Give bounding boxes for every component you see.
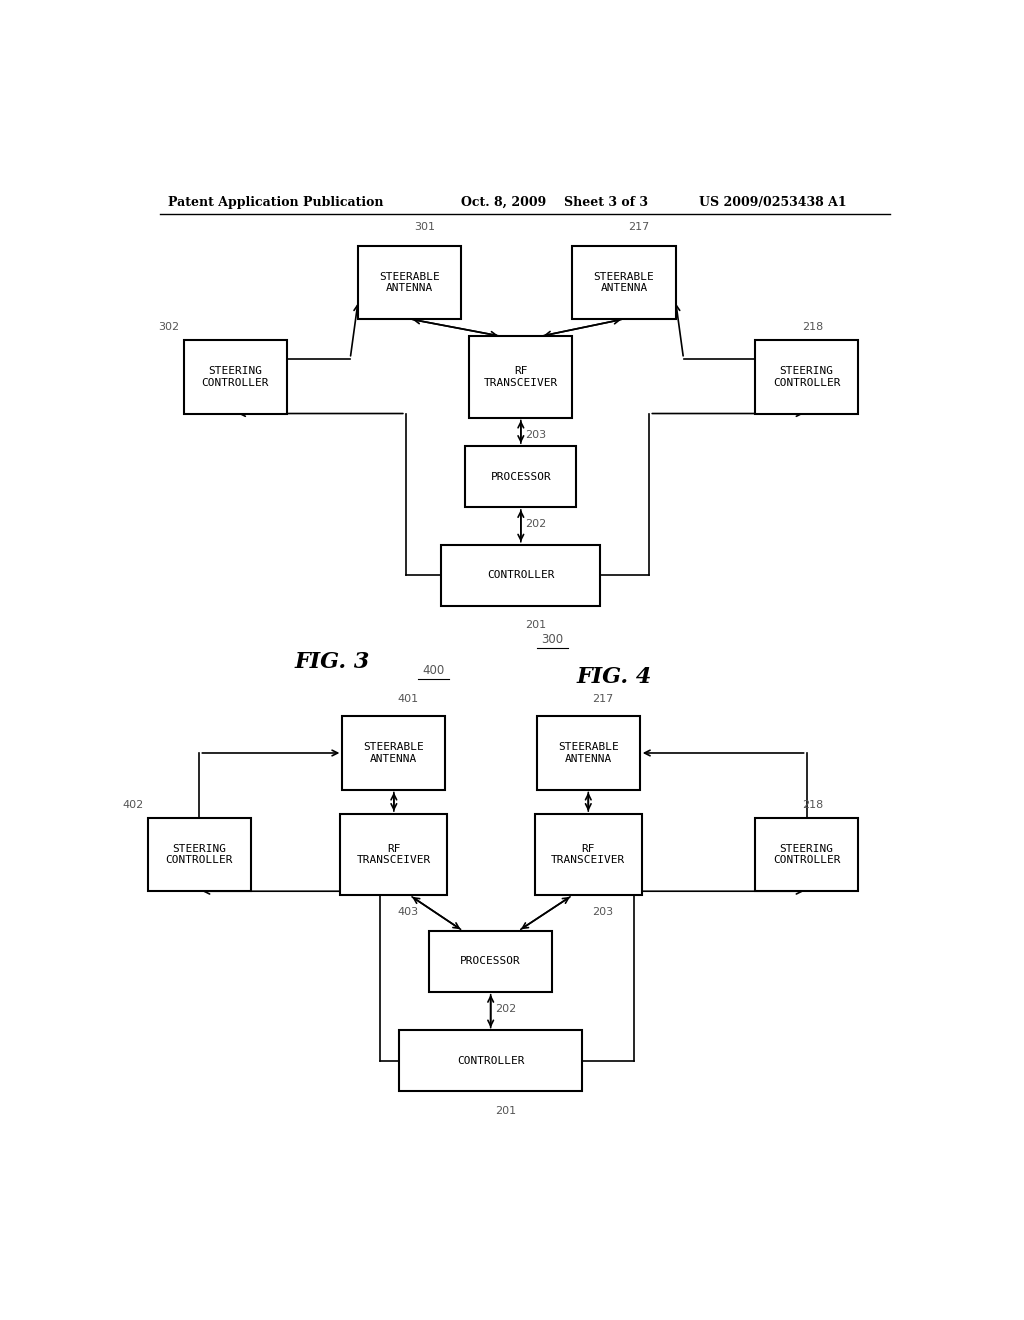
FancyBboxPatch shape	[535, 814, 642, 895]
Text: RF
TRANSCEIVER: RF TRANSCEIVER	[483, 366, 558, 388]
FancyBboxPatch shape	[469, 337, 572, 417]
Text: 203: 203	[592, 907, 613, 917]
Text: CONTROLLER: CONTROLLER	[487, 570, 555, 579]
Text: 202: 202	[495, 1005, 516, 1014]
Text: STEERING
CONTROLLER: STEERING CONTROLLER	[202, 366, 269, 388]
Text: STEERABLE
ANTENNA: STEERABLE ANTENNA	[594, 272, 654, 293]
FancyBboxPatch shape	[429, 931, 552, 991]
Text: FIG. 4: FIG. 4	[577, 665, 651, 688]
Text: 217: 217	[592, 694, 613, 704]
Text: US 2009/0253438 A1: US 2009/0253438 A1	[699, 195, 847, 209]
FancyBboxPatch shape	[358, 246, 461, 319]
FancyBboxPatch shape	[340, 814, 447, 895]
Text: 201: 201	[495, 1106, 516, 1115]
Text: STEERING
CONTROLLER: STEERING CONTROLLER	[166, 843, 233, 866]
FancyBboxPatch shape	[755, 341, 858, 413]
FancyBboxPatch shape	[537, 717, 640, 789]
Text: STEERABLE
ANTENNA: STEERABLE ANTENNA	[379, 272, 440, 293]
Text: FIG. 3: FIG. 3	[295, 651, 370, 672]
Text: 203: 203	[524, 430, 546, 440]
FancyBboxPatch shape	[183, 341, 287, 413]
Text: 218: 218	[803, 800, 824, 810]
Text: RF
TRANSCEIVER: RF TRANSCEIVER	[356, 843, 431, 866]
Text: Sheet 3 of 3: Sheet 3 of 3	[564, 195, 648, 209]
Text: Oct. 8, 2009: Oct. 8, 2009	[461, 195, 547, 209]
Text: 218: 218	[803, 322, 824, 333]
Text: 403: 403	[397, 907, 419, 917]
Text: 400: 400	[423, 664, 444, 677]
Text: 302: 302	[159, 322, 179, 333]
Text: 217: 217	[628, 222, 649, 231]
Text: STEERING
CONTROLLER: STEERING CONTROLLER	[773, 366, 841, 388]
Text: 402: 402	[123, 800, 143, 810]
Text: STEERABLE
ANTENNA: STEERABLE ANTENNA	[364, 742, 424, 764]
Text: STEERABLE
ANTENNA: STEERABLE ANTENNA	[558, 742, 618, 764]
FancyBboxPatch shape	[465, 446, 577, 507]
Text: CONTROLLER: CONTROLLER	[457, 1056, 524, 1067]
Text: RF
TRANSCEIVER: RF TRANSCEIVER	[551, 843, 626, 866]
FancyBboxPatch shape	[572, 246, 676, 319]
Text: 300: 300	[542, 634, 563, 647]
Text: 202: 202	[524, 519, 546, 529]
FancyBboxPatch shape	[441, 545, 600, 606]
Text: STEERING
CONTROLLER: STEERING CONTROLLER	[773, 843, 841, 866]
Text: 401: 401	[397, 694, 419, 704]
FancyBboxPatch shape	[399, 1031, 582, 1092]
Text: Patent Application Publication: Patent Application Publication	[168, 195, 383, 209]
FancyBboxPatch shape	[342, 717, 445, 789]
Text: 201: 201	[524, 620, 546, 630]
FancyBboxPatch shape	[755, 818, 858, 891]
FancyBboxPatch shape	[147, 818, 251, 891]
Text: 301: 301	[414, 222, 435, 231]
Text: PROCESSOR: PROCESSOR	[490, 471, 551, 482]
Text: PROCESSOR: PROCESSOR	[461, 957, 521, 966]
